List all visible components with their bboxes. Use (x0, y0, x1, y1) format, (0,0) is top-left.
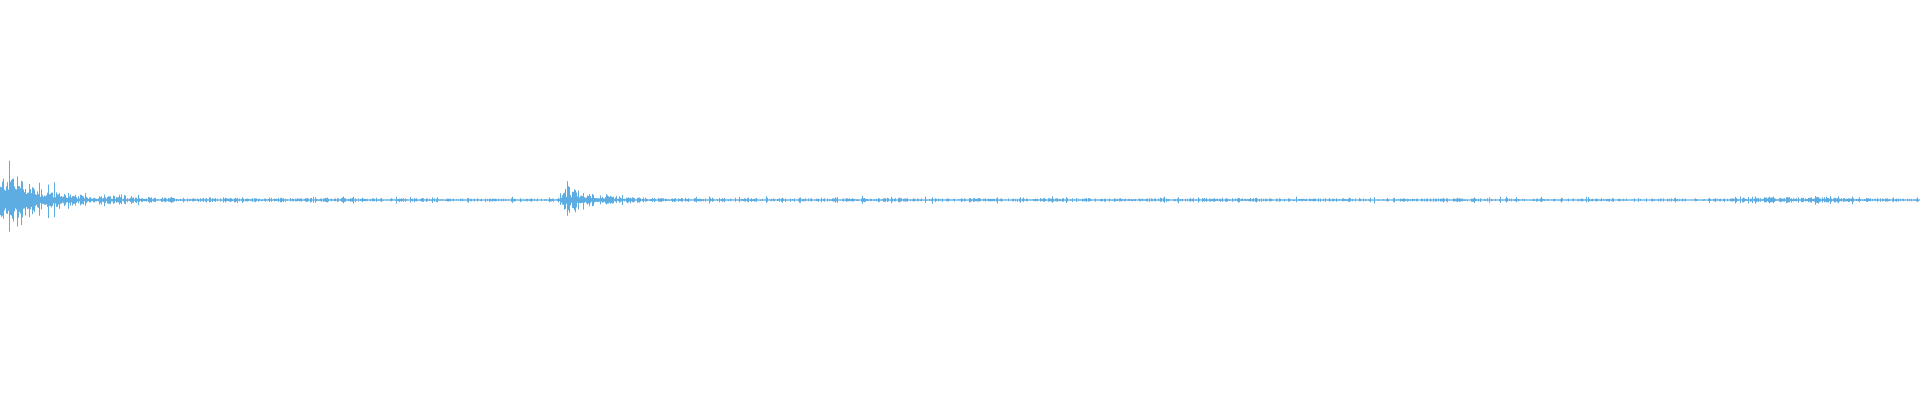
waveform-path (0, 160, 1920, 232)
